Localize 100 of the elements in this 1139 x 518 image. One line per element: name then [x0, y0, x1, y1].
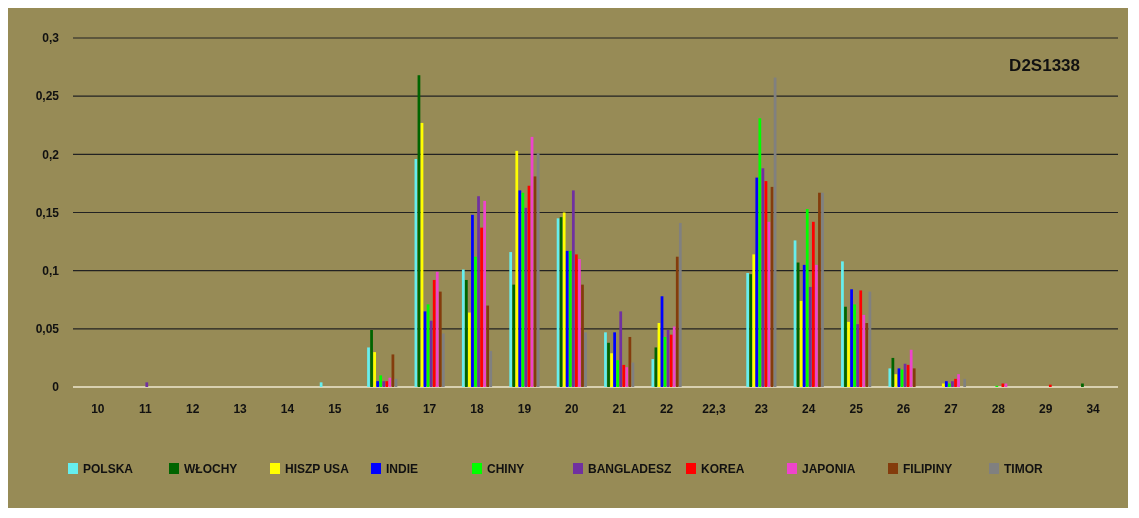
- bar: [373, 352, 376, 387]
- x-tick-label: 15: [328, 402, 342, 416]
- bar: [888, 368, 892, 387]
- bar: [672, 326, 676, 387]
- bar: [749, 274, 753, 387]
- bar: [486, 305, 490, 387]
- x-tick-label: 13: [233, 402, 248, 416]
- x-tick-label: 29: [1039, 402, 1053, 416]
- bar: [581, 284, 584, 387]
- x-tick-label: 17: [422, 402, 437, 416]
- bar: [811, 221, 815, 387]
- bar: [480, 227, 483, 387]
- bar: [1081, 383, 1084, 387]
- y-tick-label: 0,3: [42, 31, 60, 46]
- bar: [957, 374, 960, 387]
- bar: [464, 279, 468, 387]
- legend-label: JAPONIA: [802, 462, 856, 477]
- x-tick-label: 20: [565, 402, 579, 416]
- bar: [669, 334, 673, 387]
- bar: [628, 336, 632, 387]
- bar: [613, 332, 616, 387]
- bar: [575, 254, 578, 387]
- bar: [429, 320, 433, 387]
- bar: [808, 286, 812, 387]
- bar: [752, 254, 756, 387]
- legend-label: TIMOR: [1004, 462, 1043, 477]
- legend-label: HISZP USA: [285, 462, 350, 477]
- bar: [468, 312, 471, 387]
- x-tick-label: 14: [280, 402, 295, 416]
- legend-label: POLSKA: [83, 462, 134, 477]
- x-tick-label: 19: [517, 402, 532, 416]
- bar: [461, 269, 465, 387]
- bar: [515, 150, 519, 387]
- bar: [651, 359, 655, 387]
- bar: [799, 300, 803, 387]
- bar: [802, 264, 806, 387]
- bar: [847, 321, 850, 387]
- bar: [607, 342, 610, 387]
- x-tick-label: 25: [849, 402, 864, 416]
- bar: [471, 214, 474, 387]
- x-tick-label: 10: [91, 402, 105, 416]
- bar: [963, 378, 967, 387]
- bar: [578, 259, 581, 387]
- bar: [388, 377, 392, 387]
- bar: [571, 190, 575, 387]
- bar: [145, 382, 149, 387]
- bar: [856, 324, 860, 387]
- bar: [862, 314, 866, 387]
- bar: [379, 375, 383, 387]
- y-tick-label: 0,1: [42, 263, 60, 278]
- bar: [1048, 384, 1052, 387]
- legend-label: INDIE: [386, 462, 419, 477]
- bar: [562, 212, 566, 387]
- bar: [815, 264, 818, 387]
- bar: [912, 368, 916, 387]
- bar: [483, 200, 487, 387]
- bar: [435, 271, 439, 387]
- bar: [432, 279, 436, 387]
- x-tick-label: 26: [896, 402, 911, 416]
- legend-label: FILIPINY: [903, 462, 953, 477]
- bar: [678, 222, 682, 387]
- legend-label: CHINY: [487, 462, 525, 477]
- bar: [610, 353, 613, 387]
- text: D2S1338: [1009, 56, 1080, 75]
- bar: [841, 261, 844, 387]
- bar: [584, 332, 587, 387]
- bar: [865, 323, 869, 387]
- x-tick-label: 12: [185, 402, 200, 416]
- bar: [755, 177, 759, 387]
- bar: [376, 381, 380, 387]
- x-tick-label: 24: [802, 402, 816, 416]
- y-tick-label: 0,25: [35, 89, 60, 104]
- x-tick-label: 27: [944, 402, 958, 416]
- bar: [844, 306, 847, 387]
- legend-label: WŁOCHY: [184, 462, 238, 477]
- bar: [441, 333, 445, 387]
- legend-label: BANGLADESZ: [588, 462, 672, 477]
- bar: [805, 209, 809, 387]
- bar: [370, 330, 373, 387]
- bar: [909, 349, 913, 387]
- bar: [850, 289, 853, 387]
- bar: [438, 291, 442, 387]
- bar: [536, 153, 540, 387]
- y-tick-label: 0,2: [42, 147, 60, 162]
- bar: [758, 118, 762, 387]
- bar: [474, 256, 477, 387]
- x-tick-label: 22: [659, 402, 674, 416]
- legend-label: KOREA: [701, 462, 745, 477]
- bar: [859, 290, 863, 387]
- bar: [619, 311, 623, 387]
- x-tick-label: 11: [138, 402, 152, 416]
- x-tick-label: 22,3: [702, 402, 726, 416]
- bar: [367, 347, 370, 387]
- bar: [853, 304, 857, 387]
- bar: [477, 196, 480, 387]
- bar: [941, 383, 945, 387]
- y-tick-label: 0: [52, 380, 60, 395]
- y-tick-label: 0,05: [35, 322, 60, 337]
- bar: [512, 284, 516, 387]
- x-tick-label: 28: [991, 402, 1006, 416]
